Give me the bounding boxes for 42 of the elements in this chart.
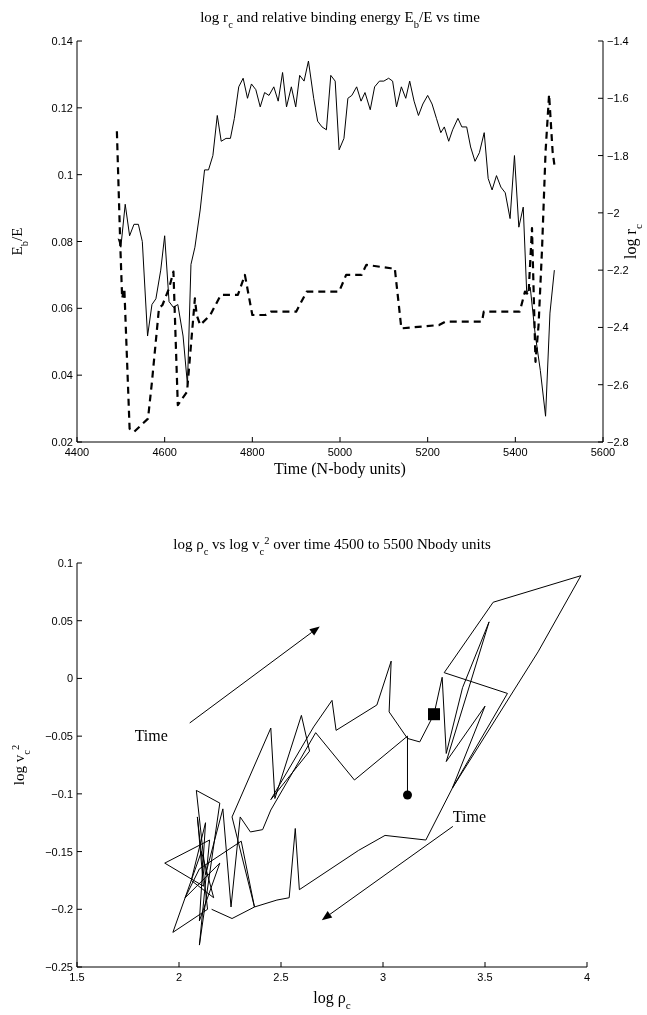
y-tick-label: −0.1 [51, 787, 73, 800]
y-tick-label: −0.15 [45, 845, 73, 858]
x-tick-label: 1.5 [69, 971, 85, 983]
y-tick-label: 0.12 [51, 101, 73, 114]
y2-tick-label: −2.4 [607, 321, 629, 334]
y-tick-label: 0.04 [51, 369, 73, 382]
chart-title: log r$_{c}$ and relative binding energy E$_{b}$/E vs time [200, 9, 481, 30]
y2-tick-label: −1.8 [607, 149, 629, 162]
x-tick-label: 5600 [590, 446, 616, 458]
y-tick-label: 0.06 [51, 302, 73, 315]
x-axis-title: Time (N-body units) [274, 460, 406, 478]
annotation: Time [452, 807, 487, 825]
x-tick-label: 4800 [240, 446, 265, 458]
y2-tick-label: −2.8 [607, 436, 629, 448]
y-tick-label: 0.1 [57, 168, 73, 181]
x-tick-label: 3.5 [477, 971, 493, 983]
y2-tick-label: −2.2 [607, 264, 629, 277]
y-tick-label: −0.25 [45, 961, 73, 973]
x-tick-label: 3 [379, 971, 387, 983]
y2-tick-label: −2 [607, 206, 620, 219]
y-tick-label: 0.1 [57, 557, 73, 569]
chart-title: log ρ$_{c}$ vs log v$_{c}$$^{2}$ over time 4500 to 5500 Nbody units [173, 534, 491, 557]
x-tick-label: 2 [175, 971, 183, 983]
y-tick-label: −0.2 [51, 903, 73, 916]
x-tick-label: 5200 [415, 446, 440, 458]
y-tick-label: 0.08 [51, 235, 73, 248]
x-tick-label: 2.5 [273, 971, 289, 983]
x-tick-label: 5000 [327, 446, 353, 458]
y-tick-label: 0 [66, 672, 73, 685]
y-tick-label: −0.05 [45, 730, 73, 743]
x-tick-label: 4 [583, 971, 591, 983]
y-tick-label: 0.02 [51, 436, 73, 448]
y-tick-label: 0.05 [51, 614, 73, 627]
x-tick-label: 4400 [64, 446, 90, 458]
annotation: Time [134, 726, 168, 744]
x-tick-label: 4600 [152, 446, 177, 458]
y2-tick-label: −1.6 [607, 92, 629, 105]
x-tick-label: 5400 [503, 446, 528, 458]
y-tick-label: 0.14 [51, 35, 73, 47]
y2-tick-label: −1.4 [607, 35, 629, 47]
y2-tick-label: −2.6 [607, 378, 629, 391]
x-axis-title: log ρ$_{c}$ [313, 989, 351, 1011]
